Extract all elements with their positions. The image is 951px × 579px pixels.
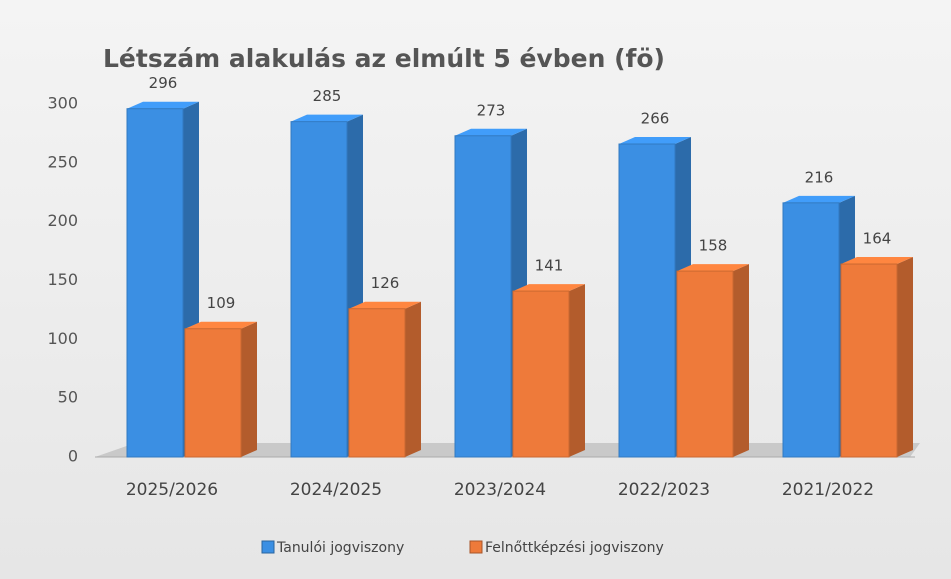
bar	[454, 135, 512, 458]
chart-title: Létszám alakulás az elmúlt 5 évben (fö)	[103, 44, 665, 73]
bar	[290, 121, 348, 458]
bar-side	[897, 257, 913, 457]
data-label: 266	[641, 110, 670, 128]
x-tick-label: 2022/2023	[618, 480, 710, 500]
y-tick-label: 200	[47, 211, 78, 230]
bar-top	[619, 137, 691, 145]
x-tick-label: 2023/2024	[454, 480, 546, 500]
bar-top	[783, 195, 855, 203]
y-tick-label: 100	[47, 329, 78, 348]
y-tick-label: 150	[47, 270, 78, 289]
data-label: 273	[477, 101, 506, 119]
data-label: 164	[863, 230, 892, 248]
bar	[348, 308, 406, 458]
x-tick-label: 2021/2022	[782, 480, 874, 500]
data-label: 216	[805, 168, 834, 186]
y-tick-label: 0	[68, 447, 78, 466]
bar-top	[127, 101, 199, 109]
y-tick-label: 250	[47, 152, 78, 171]
legend-swatch	[261, 540, 275, 554]
bar-side	[569, 284, 585, 457]
x-tick-label: 2025/2026	[126, 480, 218, 500]
bar	[184, 328, 242, 458]
bar-top	[513, 284, 585, 292]
bar	[126, 108, 184, 458]
legend-label: Felnőttképzési jogviszony	[485, 540, 664, 556]
legend-swatch	[469, 540, 483, 554]
data-label: 141	[535, 257, 564, 275]
bar	[618, 143, 676, 458]
x-tick-label: 2024/2025	[290, 480, 382, 500]
bar	[840, 263, 898, 458]
bar-side	[733, 264, 749, 457]
bar-top	[677, 264, 749, 272]
y-tick-label: 300	[47, 94, 78, 113]
legend-label: Tanulói jogviszony	[276, 540, 404, 556]
data-label: 285	[313, 87, 342, 105]
data-label: 296	[149, 74, 178, 92]
bar	[782, 202, 840, 458]
bar-top	[291, 114, 363, 122]
bar-top	[185, 321, 257, 329]
bar-side	[241, 321, 257, 457]
data-label: 126	[371, 274, 400, 292]
bar	[676, 270, 734, 458]
bar-top	[349, 301, 421, 309]
bar	[512, 290, 570, 458]
bar-top	[455, 128, 527, 136]
y-tick-label: 50	[58, 388, 78, 407]
bar-side	[405, 301, 421, 457]
data-label: 158	[699, 237, 728, 255]
data-label: 109	[207, 294, 236, 312]
bar-top	[841, 257, 913, 265]
